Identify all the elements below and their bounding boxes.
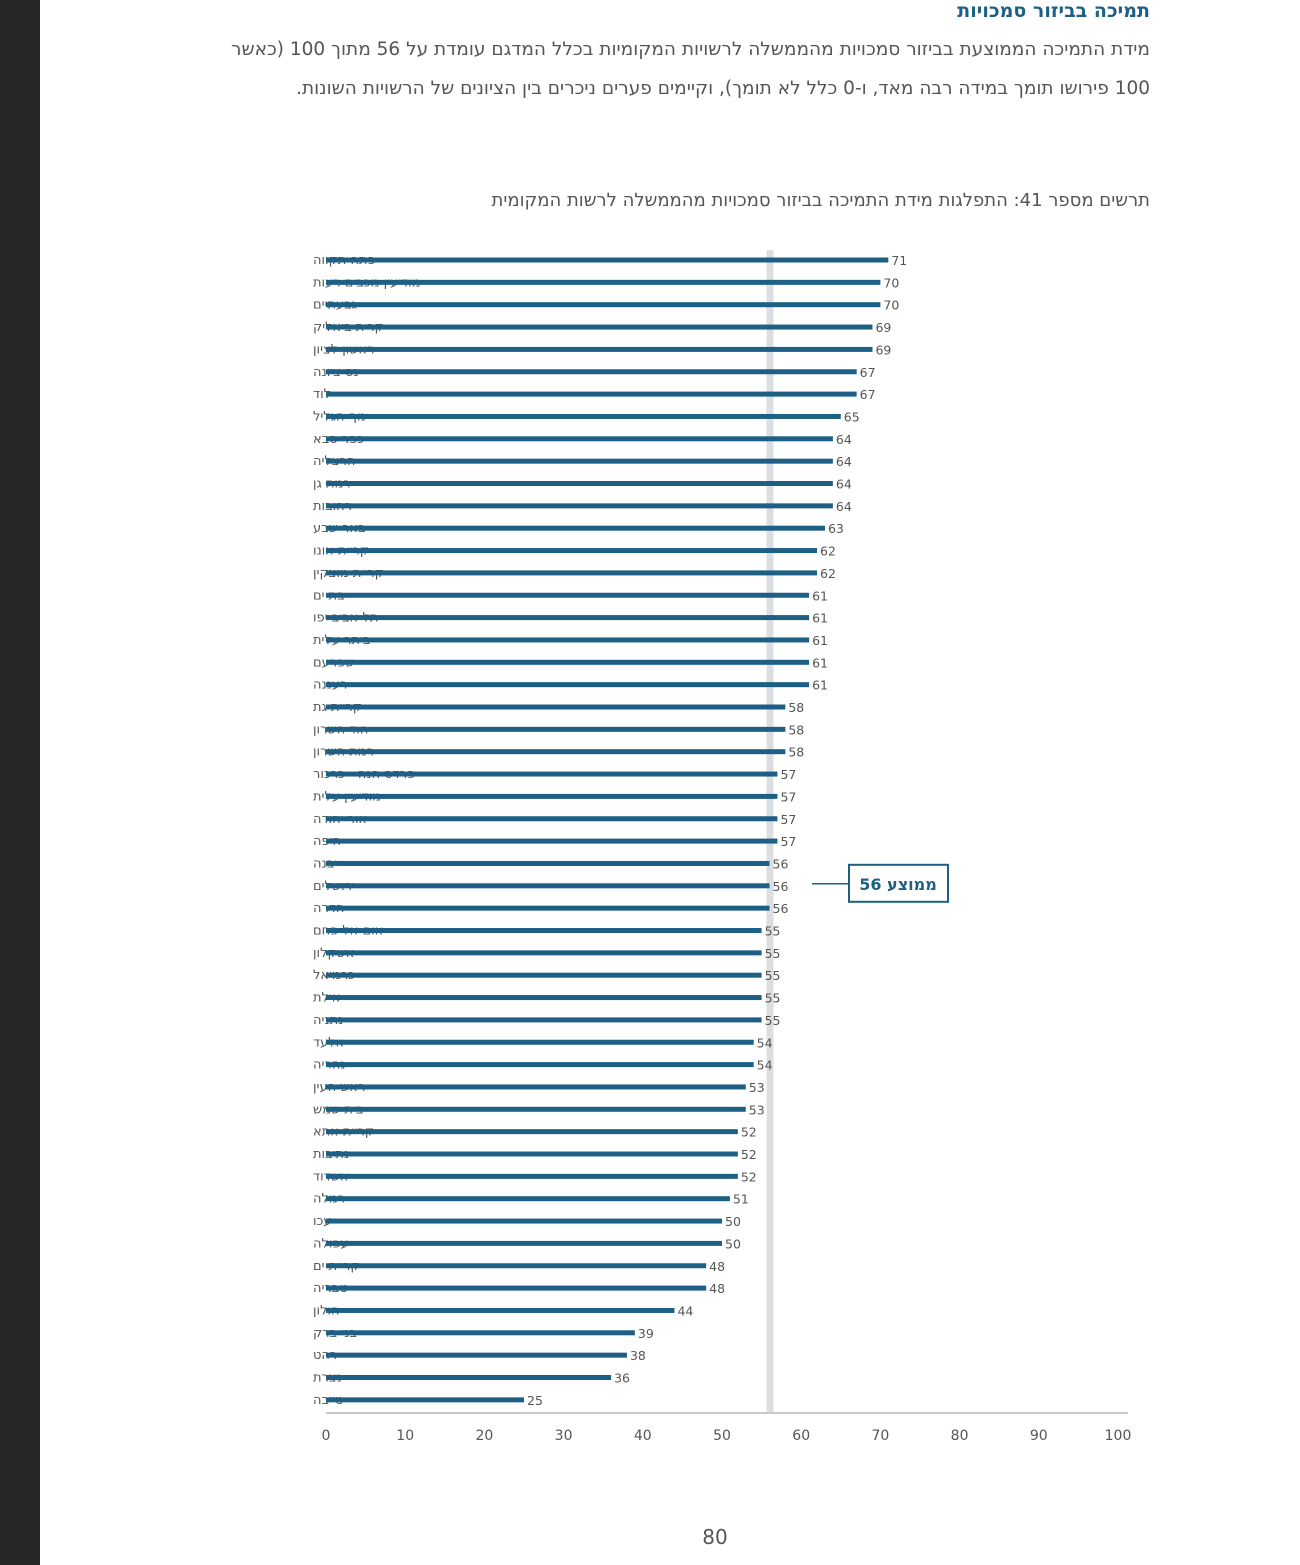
page-number: 80 [702,1525,728,1549]
viewer-side-bar [0,0,40,1565]
chart-caption: תרשים מספר 41: התפלגות מידת התמיכה בביזו… [491,190,1150,211]
body-paragraph: מידת התמיכה הממוצעת בביזור סמכויות מהממש… [231,39,1150,99]
section-heading: תמיכה בביזור סמכויות [957,0,1150,22]
document-page: תמיכה בביזור סמכויות מידת התמיכה הממוצעת… [40,0,1300,1565]
